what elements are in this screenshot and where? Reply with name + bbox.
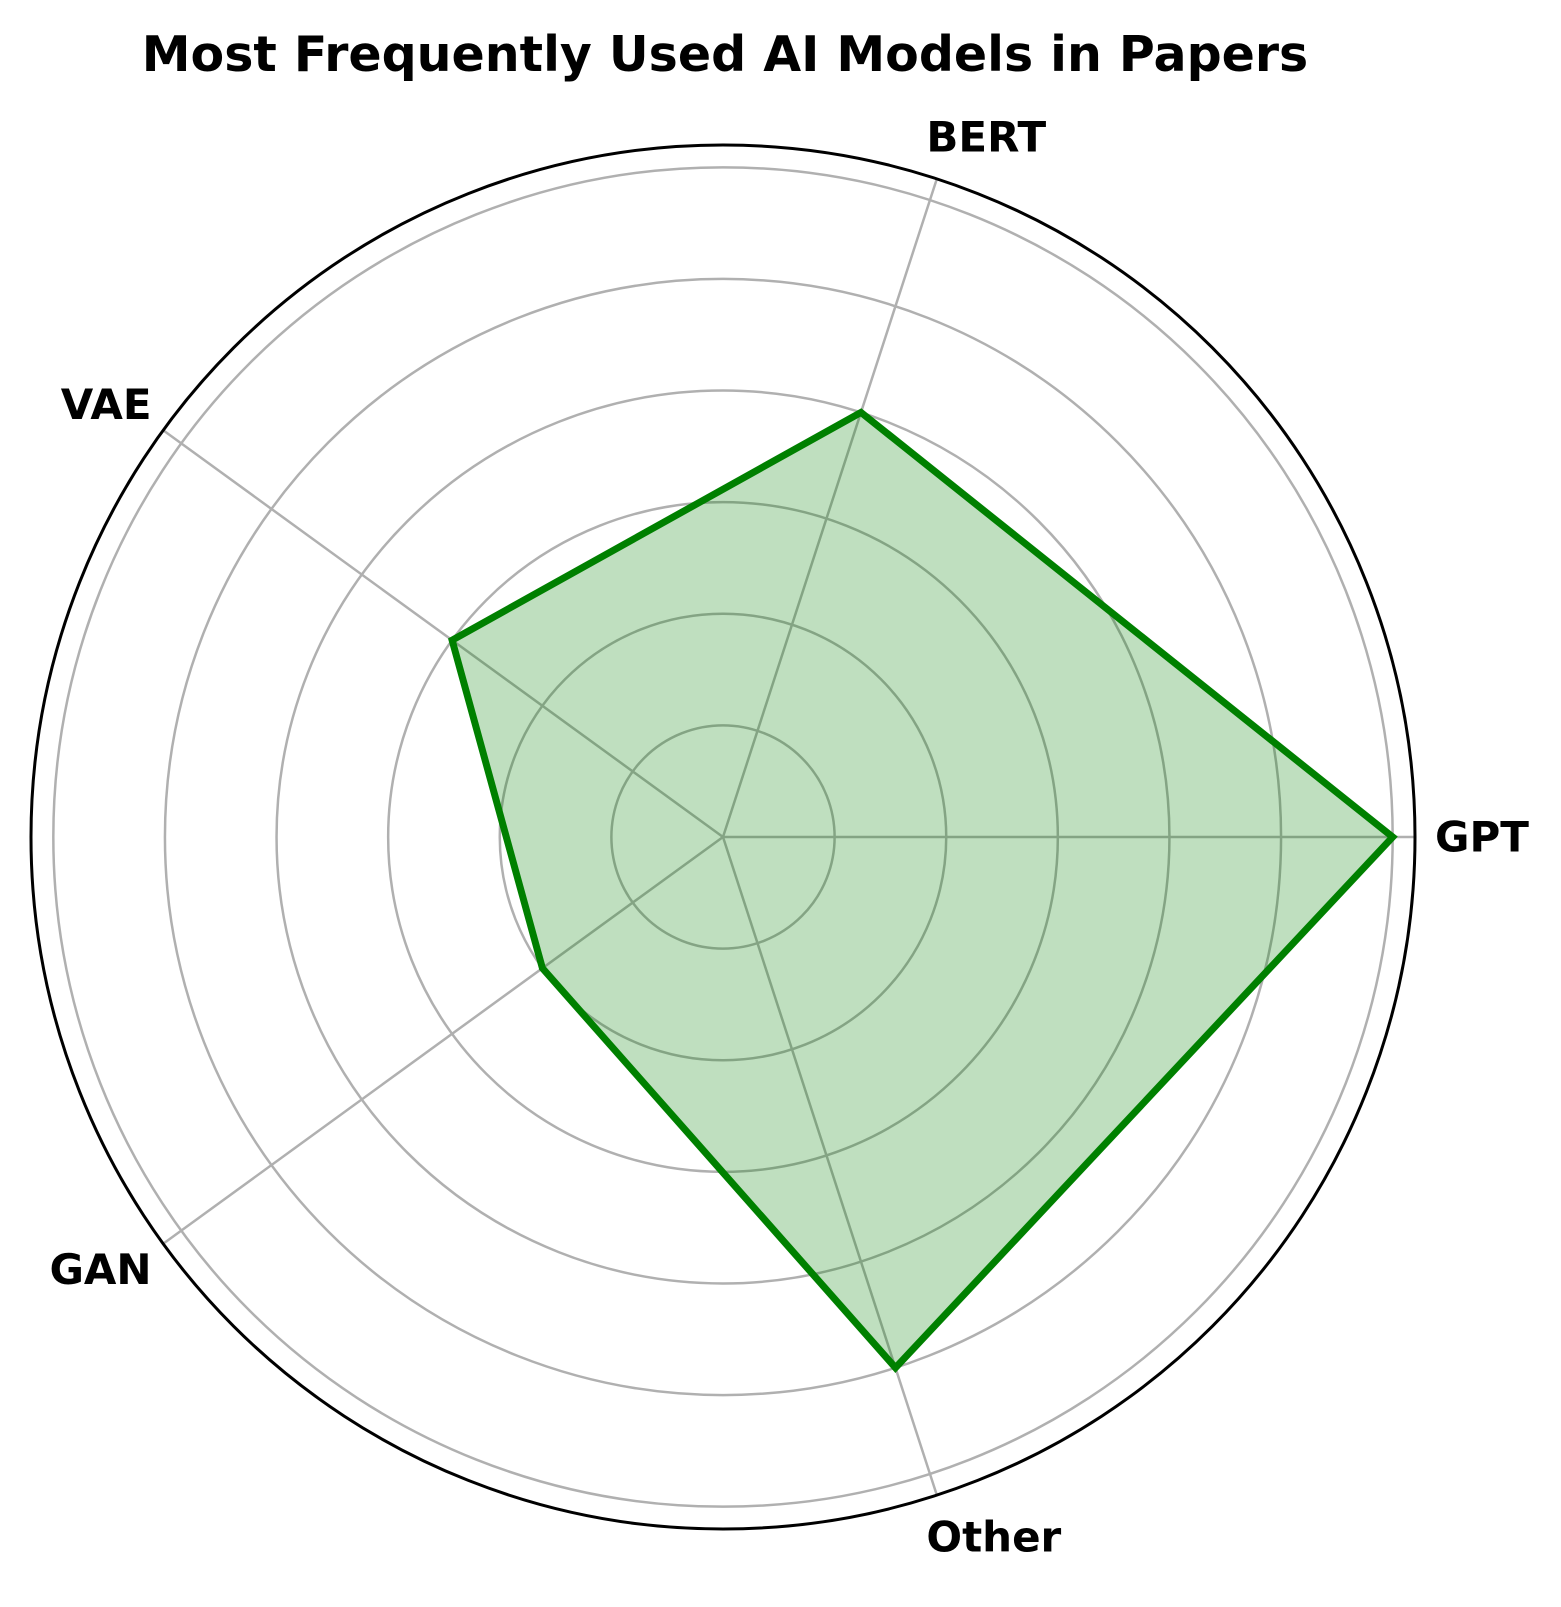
category-labels: GPT BERT VAE GAN Other	[49, 113, 1529, 1562]
category-label-vae: VAE	[61, 380, 152, 429]
grid-spoke	[162, 429, 724, 839]
category-label-gan: GAN	[49, 1245, 151, 1294]
data-series	[448, 408, 1398, 1373]
polar-frame-circle	[29, 143, 1417, 1531]
category-label-bert: BERT	[926, 113, 1046, 162]
polar-frame	[29, 143, 1417, 1531]
grid-spoke	[721, 836, 939, 1496]
chart-title: Most Frequently Used AI Models in Papers	[141, 26, 1309, 83]
series-line	[448, 408, 1398, 1373]
category-label-other: Other	[926, 1513, 1061, 1562]
series-area	[452, 412, 1393, 1368]
grid-spoke	[162, 835, 724, 1245]
category-label-gpt: GPT	[1435, 813, 1529, 862]
grid-spoke	[721, 178, 939, 838]
grid-spokes	[162, 178, 1415, 1496]
